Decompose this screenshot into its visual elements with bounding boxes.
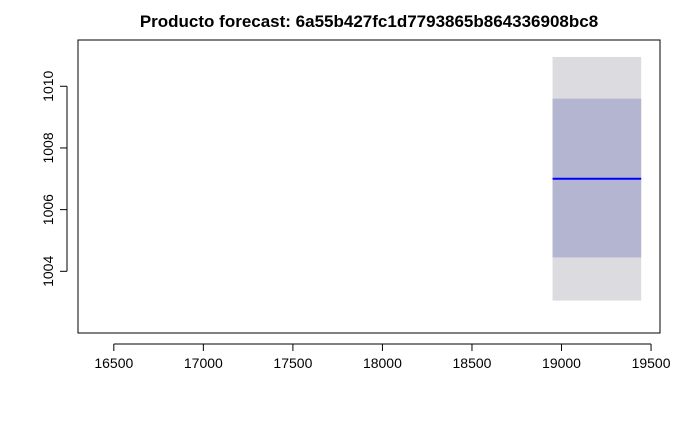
x-tick-label: 19500 [632,355,671,371]
y-tick-label: 1006 [40,194,56,225]
plot-frame [77,39,661,334]
y-tick-label: 1004 [40,256,56,287]
y-tick-label: 1010 [40,70,56,101]
x-axis: 16500 17000 17500 18000 18500 19000 19500 [94,343,671,371]
x-tick-label: 16500 [94,355,133,371]
x-tick-label: 17500 [273,355,312,371]
x-tick-label: 17000 [184,355,223,371]
x-tick-label: 18000 [363,355,402,371]
y-axis: 1004 1006 1008 1010 [40,70,68,287]
y-tick-label: 1008 [40,132,56,163]
x-tick-label: 18500 [453,355,492,371]
x-tick-label: 19000 [542,355,581,371]
chart-title: Producto forecast: 6a55b427fc1d7793865b8… [140,12,598,31]
plot-area [552,56,642,301]
